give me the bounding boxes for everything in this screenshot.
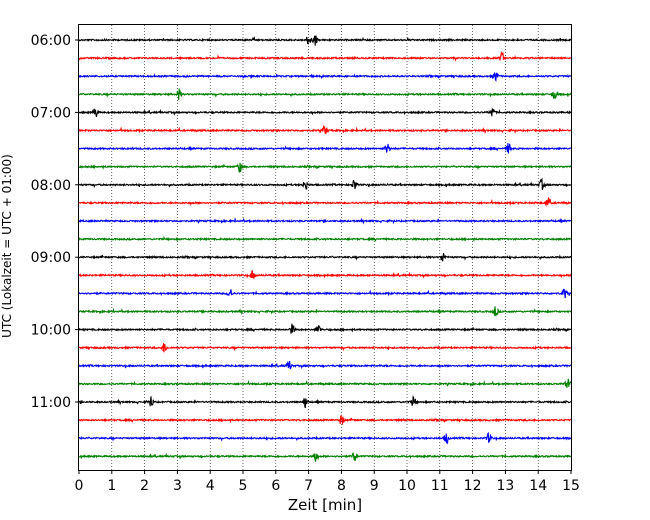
x-tick-label: 0 — [75, 478, 84, 494]
x-axis-ticks: 0 1 2 3 4 5 6 7 8 9 10 11 12 13 14 15 — [75, 470, 580, 494]
seismogram-trace — [78, 360, 572, 370]
seismogram-trace — [78, 395, 572, 409]
seismogram-trace — [78, 323, 572, 334]
y-tick-label: 08:00 — [31, 178, 71, 194]
x-tick-label: 11 — [431, 478, 449, 494]
x-tick-label: 15 — [562, 478, 580, 494]
grid-lines — [111, 25, 539, 470]
seismogram-trace — [78, 431, 572, 445]
seismogram-trace — [78, 342, 572, 353]
seismogram-trace — [78, 177, 572, 190]
seismogram-trace — [78, 414, 572, 425]
seismogram-trace — [78, 235, 572, 243]
y-tick-label: 09:00 — [31, 250, 71, 266]
seismogram-trace — [78, 452, 572, 462]
seismogram-trace — [78, 288, 572, 299]
seismogram-trace — [78, 378, 572, 388]
seismogram-trace — [78, 197, 572, 208]
y-tick-label: 10:00 — [31, 323, 71, 339]
x-tick-label: 12 — [464, 478, 482, 494]
y-axis-ticks: 06:00 07:00 08:00 09:00 10:00 11:00 — [31, 33, 79, 411]
y-tick-label: 07:00 — [31, 105, 71, 121]
x-tick-label: 9 — [370, 478, 379, 494]
seismogram-trace — [78, 252, 572, 262]
seismogram-trace — [78, 306, 572, 317]
plot-frame — [78, 24, 572, 471]
x-tick-label: 6 — [271, 478, 280, 494]
x-axis-label: Zeit [min] — [288, 496, 362, 514]
y-tick-label: 11:00 — [31, 395, 71, 411]
seismogram-trace — [78, 72, 572, 83]
seismogram-trace — [78, 107, 572, 118]
y-tick-label: 06:00 — [31, 33, 71, 49]
x-tick-label: 2 — [140, 478, 149, 494]
seismogram-trace — [78, 162, 572, 173]
seismogram-traces — [78, 35, 572, 462]
seismogram-trace — [78, 88, 572, 100]
x-tick-label: 14 — [529, 478, 547, 494]
seismogram-trace — [78, 143, 572, 154]
seismogram-trace — [78, 270, 572, 279]
x-tick-label: 1 — [107, 478, 116, 494]
x-tick-label: 7 — [304, 478, 313, 494]
y-axis-label: UTC (Lokalzeit = UTC + 01:00) — [0, 154, 14, 338]
x-tick-label: 13 — [496, 478, 514, 494]
x-tick-label: 10 — [398, 478, 416, 494]
x-tick-label: 8 — [337, 478, 346, 494]
x-tick-label: 4 — [206, 478, 215, 494]
seismogram-trace — [78, 35, 572, 46]
seismogram-trace — [78, 50, 571, 62]
x-tick-label: 5 — [239, 478, 248, 494]
x-tick-label: 3 — [173, 478, 182, 494]
seismogram-trace — [78, 124, 572, 135]
seismogram-trace — [78, 217, 572, 225]
